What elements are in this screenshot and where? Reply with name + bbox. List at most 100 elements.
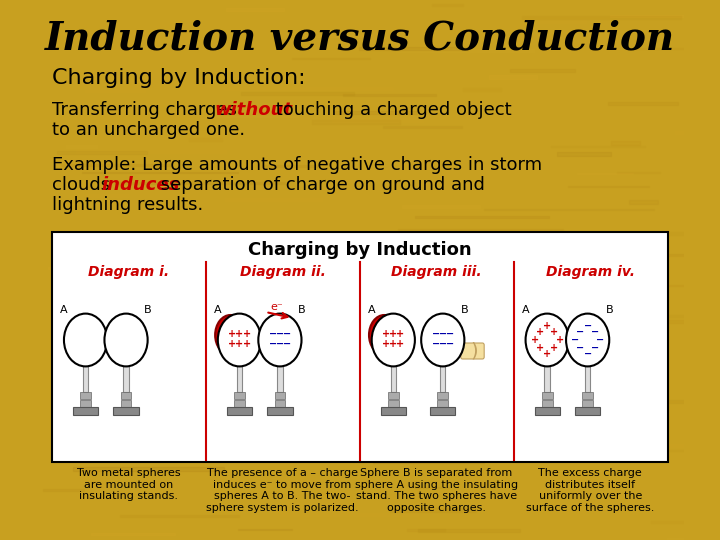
Text: 9: 9: [220, 321, 241, 349]
Bar: [228, 227, 294, 229]
Text: The presence of a – charge
induces e⁻ to move from
spheres A to B. The two-
sphe: The presence of a – charge induces e⁻ to…: [207, 468, 359, 513]
Text: +: +: [536, 343, 544, 353]
Text: 9: 9: [374, 321, 395, 349]
Bar: [359, 47, 468, 50]
Ellipse shape: [104, 314, 148, 367]
Bar: [249, 342, 312, 343]
Bar: [264, 165, 317, 167]
Text: −: −: [283, 339, 291, 349]
Text: −: −: [584, 349, 592, 359]
Bar: [312, 120, 400, 124]
Ellipse shape: [566, 314, 609, 367]
Bar: [126, 326, 236, 328]
Ellipse shape: [421, 314, 464, 367]
Text: A: A: [60, 305, 68, 315]
Bar: [390, 508, 476, 512]
Text: +: +: [531, 335, 539, 345]
Text: −: −: [438, 339, 447, 349]
Bar: [238, 529, 292, 530]
Bar: [121, 392, 132, 399]
Bar: [61, 164, 171, 166]
Bar: [192, 369, 312, 373]
Text: +: +: [382, 339, 390, 349]
Bar: [237, 364, 242, 392]
Bar: [544, 364, 550, 392]
Ellipse shape: [526, 314, 569, 367]
Text: +: +: [228, 339, 236, 349]
Bar: [66, 145, 96, 147]
Bar: [114, 407, 139, 415]
Bar: [174, 73, 203, 76]
Bar: [73, 407, 98, 415]
Bar: [225, 198, 322, 201]
Bar: [651, 522, 720, 523]
Bar: [80, 392, 91, 399]
Bar: [675, 131, 720, 134]
Bar: [557, 152, 611, 156]
Bar: [58, 186, 181, 190]
Bar: [224, 87, 393, 91]
Bar: [415, 216, 549, 218]
Bar: [383, 126, 462, 129]
Bar: [106, 17, 230, 19]
Bar: [437, 392, 448, 399]
Bar: [440, 364, 446, 392]
Bar: [279, 514, 418, 516]
FancyBboxPatch shape: [461, 343, 484, 359]
Bar: [361, 431, 487, 434]
Bar: [634, 48, 690, 49]
Text: ): ): [470, 341, 478, 361]
Bar: [521, 292, 637, 295]
Text: +: +: [536, 327, 544, 337]
Text: Diagram ii.: Diagram ii.: [240, 265, 325, 279]
Text: Charging by Induction:: Charging by Induction:: [53, 68, 306, 88]
Bar: [85, 90, 145, 92]
Text: −: −: [276, 329, 284, 339]
Text: A: A: [522, 305, 529, 315]
Bar: [611, 255, 656, 258]
Text: Diagram iii.: Diagram iii.: [391, 265, 482, 279]
Bar: [388, 392, 399, 399]
Bar: [415, 392, 558, 394]
Bar: [611, 421, 720, 422]
Bar: [297, 35, 364, 37]
Text: −: −: [446, 329, 454, 339]
Text: touching a charged object: touching a charged object: [270, 101, 512, 119]
Bar: [430, 407, 455, 415]
Text: −: −: [577, 327, 585, 337]
Bar: [98, 200, 228, 203]
Bar: [267, 407, 292, 415]
Bar: [81, 113, 212, 115]
Bar: [57, 151, 147, 154]
Bar: [582, 400, 593, 407]
Bar: [449, 433, 579, 435]
Bar: [335, 111, 418, 114]
Text: B: B: [606, 305, 613, 315]
Bar: [343, 93, 436, 96]
Bar: [415, 487, 449, 489]
Bar: [616, 172, 660, 173]
Text: +: +: [543, 321, 552, 331]
Bar: [357, 374, 438, 378]
Bar: [171, 292, 305, 294]
Bar: [226, 8, 284, 11]
Bar: [611, 141, 640, 145]
Bar: [469, 314, 554, 318]
Bar: [265, 315, 304, 319]
Text: B: B: [461, 305, 468, 315]
Text: without: without: [215, 101, 292, 119]
Text: −: −: [431, 339, 440, 349]
Bar: [123, 364, 129, 392]
Bar: [48, 267, 102, 269]
Bar: [76, 150, 226, 153]
Bar: [626, 444, 720, 447]
Bar: [484, 209, 654, 210]
Bar: [204, 358, 279, 360]
Bar: [534, 407, 559, 415]
Text: Sphere B is separated from
sphere A using the insulating
stand. The two spheres : Sphere B is separated from sphere A usin…: [355, 468, 518, 513]
Bar: [541, 392, 552, 399]
Bar: [198, 296, 335, 300]
Text: +: +: [382, 329, 390, 339]
Bar: [83, 364, 89, 392]
Bar: [89, 231, 221, 232]
